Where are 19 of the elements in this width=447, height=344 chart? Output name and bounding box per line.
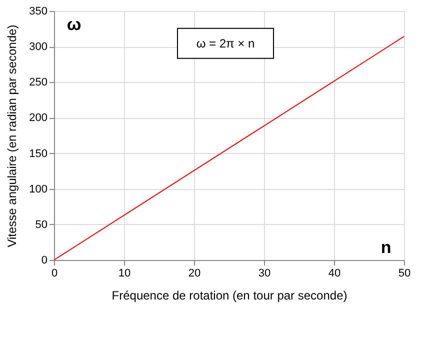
x-axis-title: Fréquence de rotation (en tour par seconde) xyxy=(112,288,348,302)
y-axis-title: Vitesse angulaire (en radian par seconde) xyxy=(5,24,20,248)
x-tick-label: 30 xyxy=(258,268,271,280)
y-tick-label: 50 xyxy=(35,218,48,231)
y-tick-label: 0 xyxy=(41,254,48,266)
y-tick-label: 100 xyxy=(29,183,48,196)
annotation: ω xyxy=(66,15,82,34)
y-tick-label: 150 xyxy=(29,148,48,160)
y-tick-label: 200 xyxy=(29,112,48,124)
y-tick-label: 300 xyxy=(29,41,48,54)
annotation: ω = 2π × n xyxy=(196,36,255,50)
x-tick-label: 50 xyxy=(398,268,411,280)
annotation: n xyxy=(380,238,392,257)
x-tick-label: 10 xyxy=(118,268,131,280)
y-tick-label: 350 xyxy=(29,6,48,18)
y-tick-label: 250 xyxy=(29,76,48,89)
x-tick-label: 20 xyxy=(188,268,201,280)
x-tick-label: 40 xyxy=(328,268,341,280)
x-tick-label: 0 xyxy=(51,268,58,280)
